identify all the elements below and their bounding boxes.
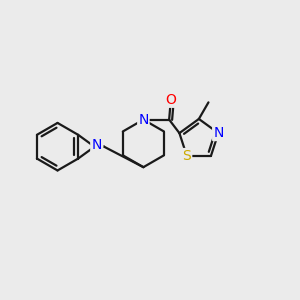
Text: O: O bbox=[92, 141, 102, 155]
Text: N: N bbox=[138, 112, 148, 127]
Text: S: S bbox=[182, 149, 191, 163]
Text: O: O bbox=[165, 93, 176, 107]
Text: N: N bbox=[213, 126, 224, 140]
Text: N: N bbox=[92, 138, 102, 152]
